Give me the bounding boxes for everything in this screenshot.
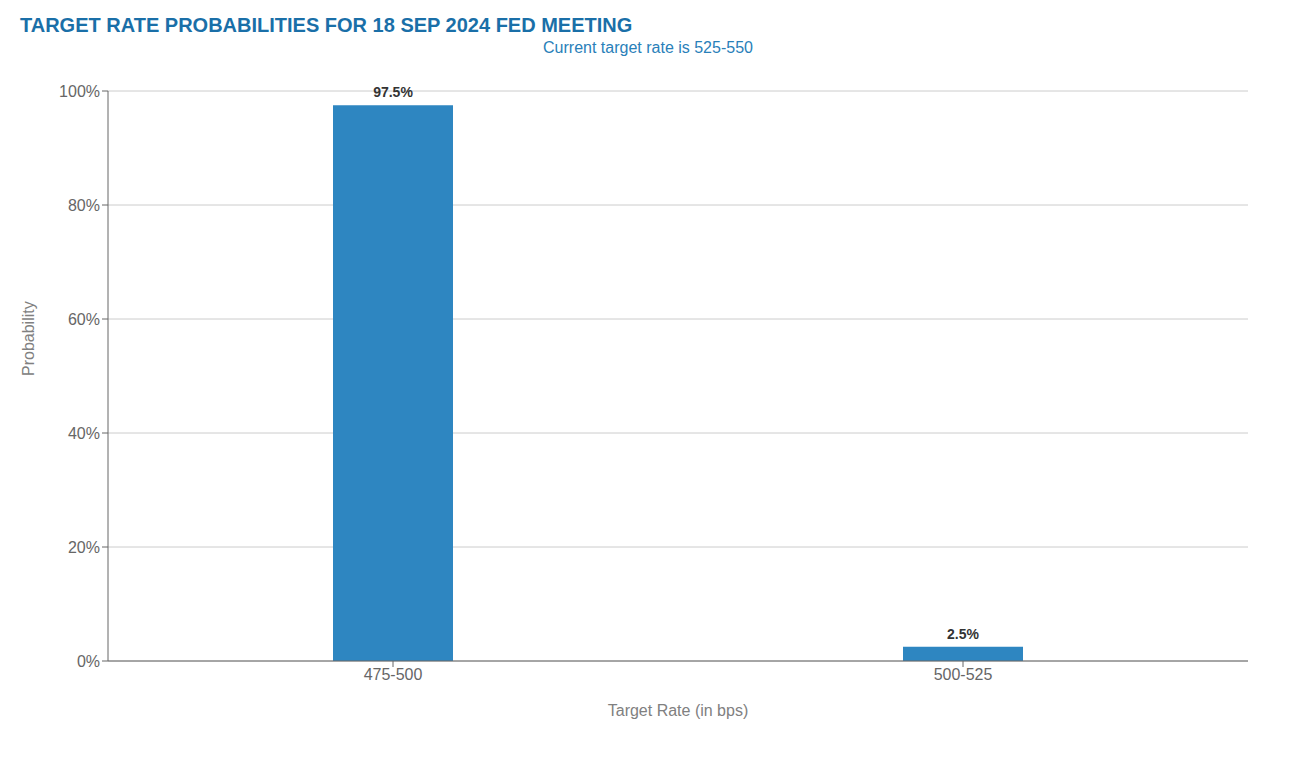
svg-text:Probability: Probability	[20, 301, 37, 376]
svg-text:40%: 40%	[68, 425, 100, 442]
svg-text:0%: 0%	[77, 653, 100, 670]
svg-text:2.5%: 2.5%	[947, 626, 979, 642]
svg-text:500-525: 500-525	[934, 666, 993, 683]
svg-text:60%: 60%	[68, 311, 100, 328]
html-text:TARGET RATE PROBABILITIES FOR: TARGET RATE PROBABILITIES FOR 18 SEP 202…	[20, 14, 633, 36]
svg-text:475-500: 475-500	[364, 666, 423, 683]
svg-text:97.5%: 97.5%	[373, 84, 413, 100]
svg-text:100%: 100%	[59, 83, 100, 100]
html-text:Current target rate is 525-550: Current target rate is 525-550	[543, 39, 753, 56]
svg-text:Target Rate (in bps): Target Rate (in bps)	[608, 702, 749, 719]
svg-text:20%: 20%	[68, 539, 100, 556]
svg-text:80%: 80%	[68, 197, 100, 214]
